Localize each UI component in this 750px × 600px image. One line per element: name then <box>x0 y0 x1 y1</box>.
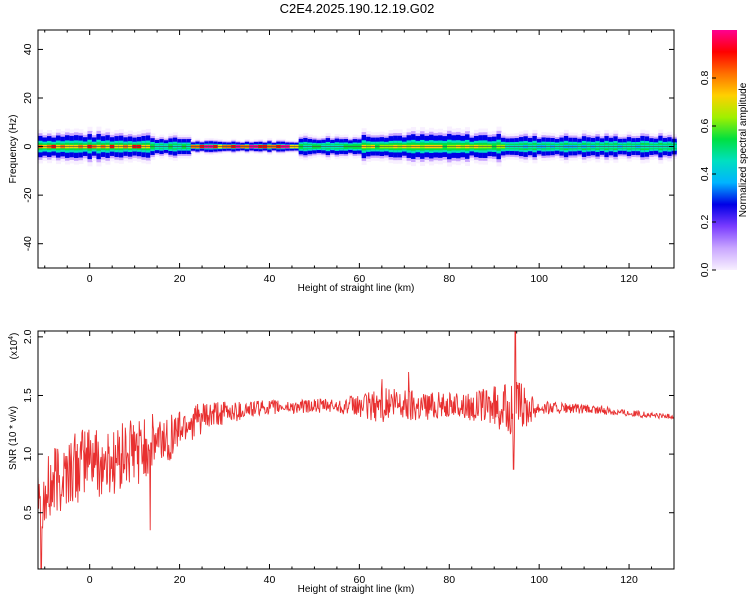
colorbar-tick-label: 0.6 <box>699 119 711 134</box>
svg-text:(x104): (x104) <box>8 333 20 360</box>
snr-y-multiplier: (x104) <box>8 333 20 360</box>
x-tick-label: 0 <box>87 574 93 586</box>
spectrogram-frame <box>37 29 675 269</box>
snr-y-ticks: 0.5 1.0 1.5 2.0 <box>22 329 674 520</box>
spectrogram-x-ticks: 0 20 40 60 80 100 120 <box>44 30 675 285</box>
snr-x-label: Height of straight line (km) <box>298 584 415 595</box>
spectrogram-band <box>38 126 677 167</box>
colorbar: 0.0 0.2 0.4 0.6 0.8 Normalized spectral ampl… <box>699 30 749 277</box>
colorbar-tick-label: 0.2 <box>699 215 711 230</box>
spectrogram-panel: 0 20 40 60 80 100 120 -40 -20 0 20 40 Height of st… <box>8 29 677 294</box>
x-tick-label: 40 <box>264 273 276 285</box>
colorbar-ticks: 0.0 0.2 0.4 0.6 0.8 <box>699 71 716 278</box>
snr-y-label: SNR (10 * v/v) <box>8 406 19 470</box>
y-tick-label: 20 <box>22 92 34 104</box>
y-tick-label: 2.0 <box>22 329 34 344</box>
snr-series-line <box>37 330 675 570</box>
colorbar-tick-label: 0.4 <box>699 167 711 182</box>
y-tick-label: 0 <box>22 143 34 149</box>
colorbar-gradient <box>712 30 737 270</box>
spectrogram-y-label: Frequency (Hz) <box>8 115 19 184</box>
y-tick-label: -40 <box>22 236 34 251</box>
x-tick-label: 0 <box>87 273 93 285</box>
x-tick-label: 20 <box>174 574 186 586</box>
x-tick-label: 100 <box>530 574 548 586</box>
colorbar-tick-label: 0.0 <box>699 263 711 278</box>
y-tick-label: 1.0 <box>22 447 34 462</box>
x-tick-label: 60 <box>354 574 366 586</box>
x-tick-label: 80 <box>443 273 455 285</box>
x-tick-label: 120 <box>620 574 638 586</box>
colorbar-label: Normalized spectral amplitude <box>738 82 749 217</box>
x-tick-label: 60 <box>354 273 366 285</box>
x-tick-label: 80 <box>443 574 455 586</box>
colorbar-tick-label: 0.8 <box>699 71 711 86</box>
x-tick-label: 20 <box>174 273 186 285</box>
y-tick-label: 1.5 <box>22 388 34 403</box>
chart-title: C2E4.2025.190.12.19.G02 <box>279 1 435 16</box>
x-tick-label: 120 <box>620 273 638 285</box>
spectrogram-y-ticks: -40 -20 0 20 40 <box>22 43 674 251</box>
snr-frame <box>37 330 675 570</box>
snr-panel: 0 20 40 60 80 100 120 0.5 1.0 1.5 2.0 Height of s… <box>8 329 675 595</box>
x-tick-label: 100 <box>530 273 548 285</box>
spectrogram-x-label: Height of straight line (km) <box>298 283 415 294</box>
x-tick-label: 40 <box>264 574 276 586</box>
snr-x-ticks: 0 20 40 60 80 100 120 <box>44 331 675 586</box>
y-tick-label: -20 <box>22 187 34 202</box>
y-tick-label: 40 <box>22 43 34 55</box>
y-tick-label: 0.5 <box>22 505 34 520</box>
